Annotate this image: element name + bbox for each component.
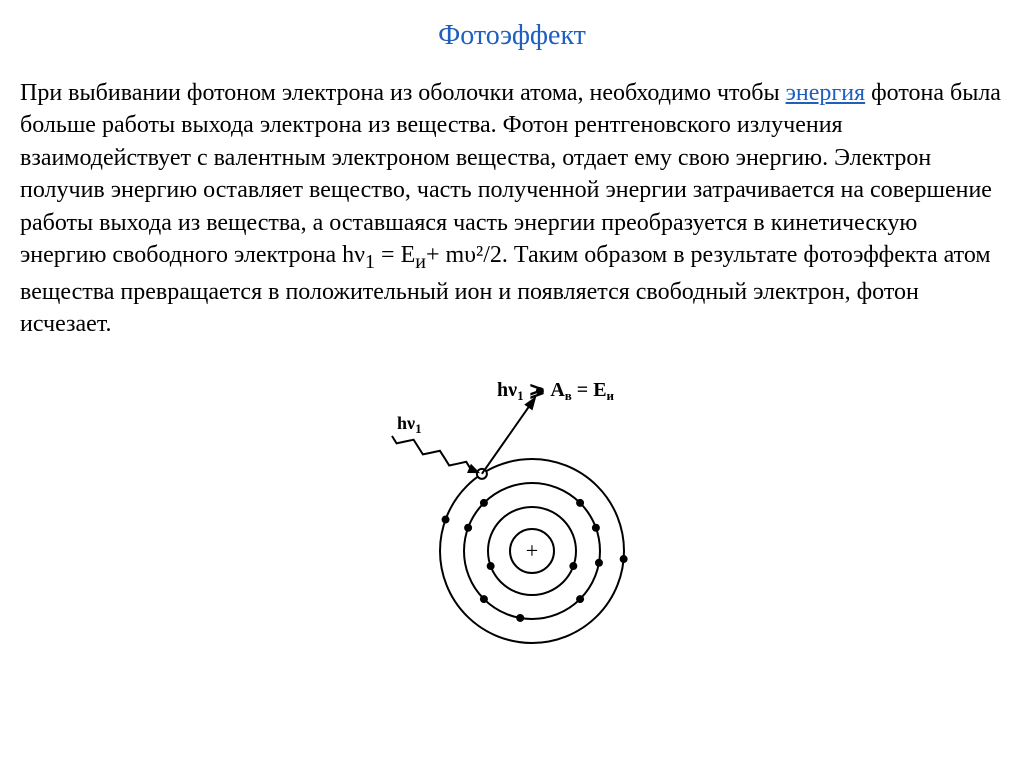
- electron-dot: [480, 595, 488, 603]
- photon-label: hν1: [397, 413, 422, 436]
- electron-dot: [576, 595, 584, 603]
- electron-dot: [480, 498, 488, 506]
- electron-dot: [442, 515, 450, 523]
- text-part2: фотона была больше работы выхода электро…: [20, 80, 1001, 268]
- electron-dot: [516, 613, 524, 621]
- electron-dot: [620, 555, 628, 563]
- text-part3: = E: [375, 242, 415, 268]
- body-paragraph: При выбивании фотоном электрона из оболо…: [20, 77, 1004, 341]
- formula-text: hν1 ⩾ Aв = Eи: [497, 379, 615, 403]
- electron-dot: [487, 562, 495, 570]
- electron-dot: [576, 498, 584, 506]
- text-part1: При выбивании фотоном электрона из оболо…: [20, 80, 786, 106]
- electron-dot: [592, 523, 600, 531]
- sub1: 1: [365, 251, 375, 273]
- electron-dot: [595, 558, 603, 566]
- electron-dot: [464, 523, 472, 531]
- photoeffect-diagram: hν1 ⩾ Aв = Eи hν1 +: [332, 371, 692, 671]
- page-title: Фотоэффект: [20, 20, 1004, 52]
- photon-wave: [392, 436, 471, 469]
- ejected-electron: [536, 387, 544, 395]
- electron-dot: [569, 562, 577, 570]
- sub2: и: [415, 251, 426, 273]
- diagram-container: hν1 ⩾ Aв = Eи hν1 +: [20, 371, 1004, 676]
- energy-link[interactable]: энергия: [786, 80, 866, 106]
- nucleus-sign: +: [526, 538, 538, 563]
